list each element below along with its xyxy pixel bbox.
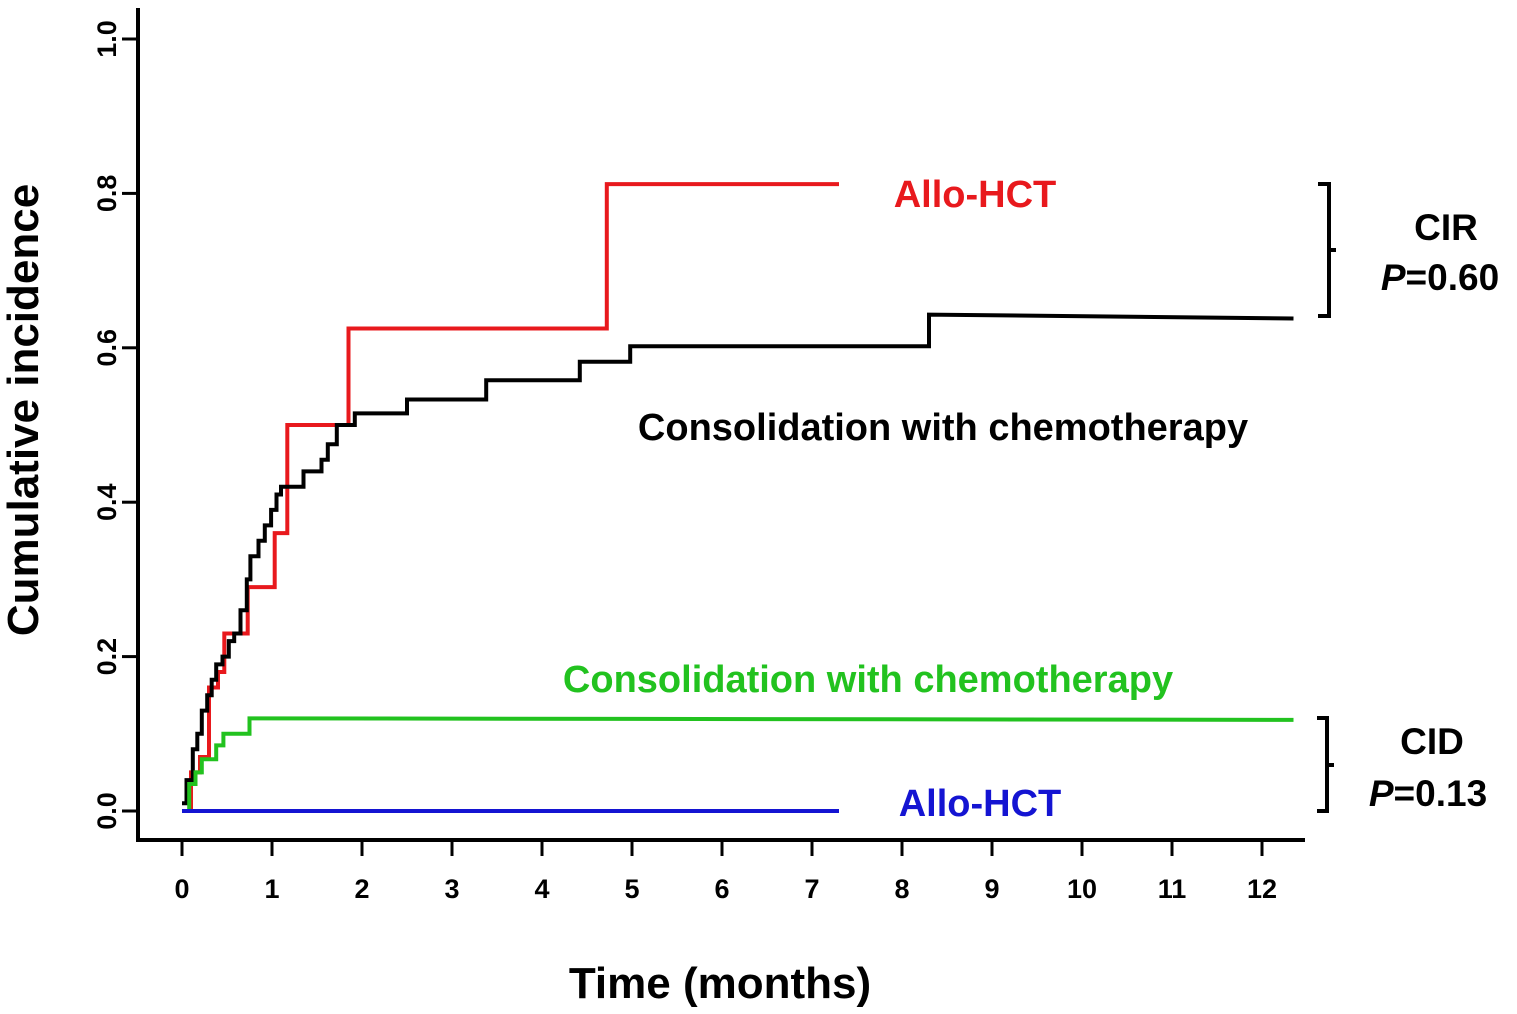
cir-p-number: =0.60 bbox=[1406, 257, 1500, 298]
y-tick-label: 0.0 bbox=[92, 792, 122, 830]
series-label-chemo-cir: Consolidation with chemotherapy bbox=[638, 407, 1248, 449]
series-lines bbox=[182, 182, 1294, 813]
y-axis-label: Cumulative incidence bbox=[0, 184, 48, 636]
series-label-chemo-cid: Consolidation with chemotherapy bbox=[563, 659, 1173, 701]
cid-p-value: P=0.13 bbox=[1369, 773, 1487, 814]
x-tick-label: 1 bbox=[264, 874, 279, 904]
x-tick-label: 3 bbox=[444, 874, 459, 904]
x-tick-label: 10 bbox=[1067, 874, 1097, 904]
x-tick-label: 9 bbox=[984, 874, 999, 904]
cir-p-italic: P bbox=[1381, 257, 1406, 298]
cir-p-value: P=0.60 bbox=[1381, 257, 1499, 298]
series-label-allo-hct-cir: Allo-HCT bbox=[894, 174, 1057, 216]
y-tick-label: 0.2 bbox=[92, 638, 122, 676]
x-tick-label: 6 bbox=[714, 874, 729, 904]
x-tick-label: 11 bbox=[1158, 874, 1187, 904]
x-axis-label: Time (months) bbox=[569, 959, 871, 1008]
y-tick-label: 1.0 bbox=[92, 20, 122, 58]
x-axis-ticks: 0 1 2 3 4 5 6 7 8 9 10 11 12 bbox=[174, 840, 1277, 904]
cid-p-number: =0.13 bbox=[1394, 773, 1488, 814]
cir-title: CIR bbox=[1414, 207, 1478, 248]
y-tick-label: 0.6 bbox=[92, 329, 122, 367]
y-tick-label: 0.8 bbox=[92, 175, 122, 213]
x-tick-label: 5 bbox=[624, 874, 639, 904]
y-tick-label: 0.4 bbox=[92, 483, 122, 521]
series-label-allo-hct-cid: Allo-HCT bbox=[899, 783, 1062, 825]
x-tick-label: 0 bbox=[174, 874, 189, 904]
x-tick-label: 2 bbox=[354, 874, 369, 904]
cir-bracket bbox=[1318, 182, 1336, 318]
y-axis-ticks: 0.0 0.2 0.4 0.6 0.8 1.0 bbox=[92, 20, 138, 830]
cid-bracket bbox=[1317, 716, 1334, 813]
x-tick-label: 8 bbox=[894, 874, 909, 904]
x-tick-label: 12 bbox=[1247, 874, 1277, 904]
series-line-cir-consolidation-with-chemotherapy bbox=[182, 312, 1294, 806]
cid-p-italic: P bbox=[1369, 773, 1394, 814]
x-tick-label: 7 bbox=[804, 874, 819, 904]
cid-title: CID bbox=[1400, 721, 1464, 762]
series-line-cid-consolidation-with-chemotherapy bbox=[182, 716, 1294, 813]
x-tick-label: 4 bbox=[534, 874, 549, 904]
